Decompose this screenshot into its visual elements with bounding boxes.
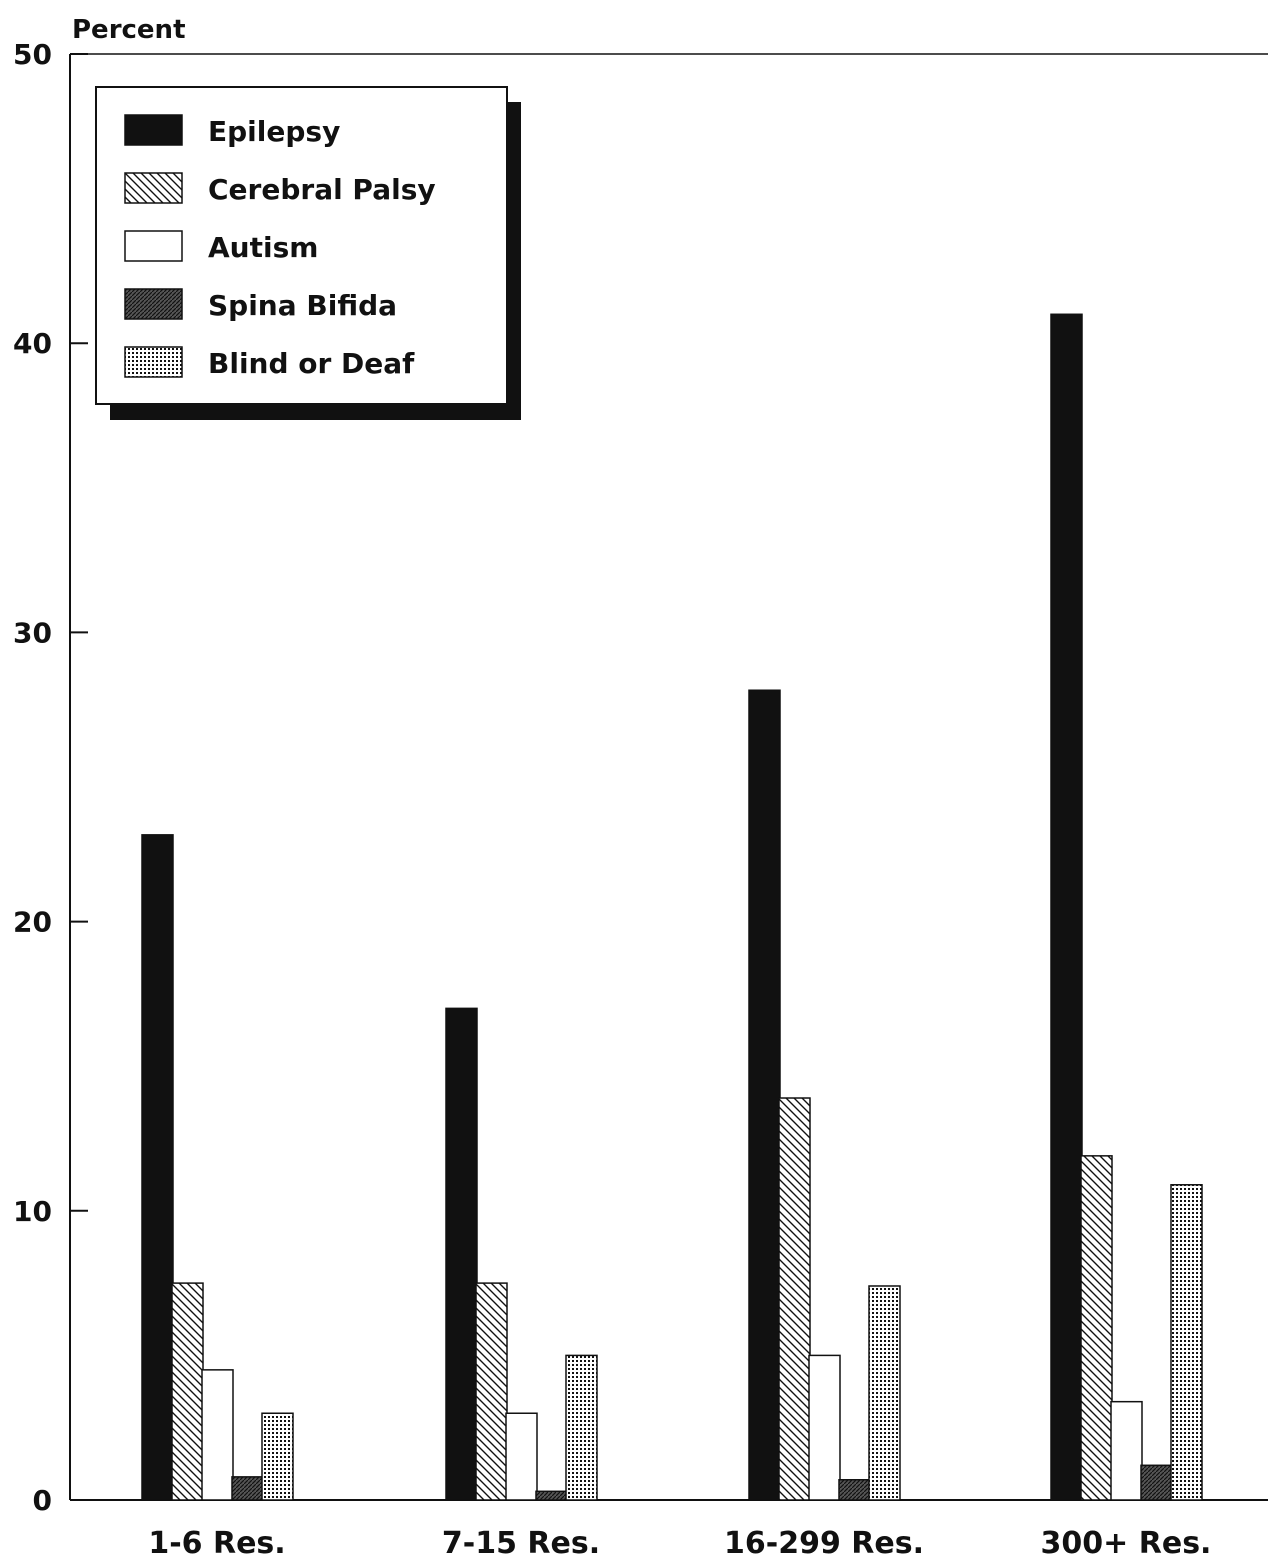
bars [141,313,1203,1501]
y-tick-label: 0 [33,1484,52,1517]
legend-item: Blind or Deaf [124,346,415,380]
y-axis-ticks: 0 10 20 30 40 50 [13,38,88,1517]
legend-label: Blind or Deaf [208,347,415,380]
legend-swatch [124,114,183,146]
y-tick-label: 10 [13,1195,52,1228]
y-tick-label: 20 [13,906,52,939]
bar-group [1050,313,1203,1501]
legend-swatch [124,172,183,204]
bar-group [141,834,294,1501]
legend-swatch [124,230,183,262]
legend-item: Autism [124,230,318,264]
x-tick-label: 7-15 Res. [442,1526,600,1561]
y-axis-label: Percent [72,15,186,45]
bar [838,1479,871,1501]
bar [1050,313,1083,1501]
legend-items: Epilepsy Cerebral Palsy Autism Spina Bifida… [124,114,436,380]
bar [475,1282,508,1501]
bar [261,1412,294,1501]
bar [808,1354,841,1501]
legend-label: Epilepsy [208,115,340,148]
legend-swatch [124,346,183,378]
y-tick-label: 40 [13,327,52,360]
bar [505,1412,538,1501]
bar [535,1490,568,1501]
bar [445,1007,478,1501]
legend-label: Cerebral Palsy [208,173,436,206]
legend-label: Autism [208,231,318,264]
bar-group [748,689,901,1501]
legend-item: Epilepsy [124,114,340,148]
legend-label: Spina Bifida [208,289,397,322]
legend: Epilepsy Cerebral Palsy Autism Spina Bifida… [95,86,521,420]
bar [778,1097,811,1501]
y-tick-label: 50 [13,38,52,71]
legend-item: Cerebral Palsy [124,172,436,206]
legend-swatch [124,288,183,320]
x-tick-label: 1-6 Res. [148,1526,285,1561]
x-tick-label: 300+ Res. [1041,1526,1212,1561]
bar [231,1476,264,1501]
bar [1110,1400,1143,1501]
bar-group [445,1007,598,1501]
bar [1140,1464,1173,1501]
bar [1080,1155,1113,1501]
legend-item: Spina Bifida [124,288,397,322]
bar [868,1285,901,1501]
bar [748,689,781,1501]
x-tick-label: 16-299 Res. [724,1526,924,1561]
bar [565,1354,598,1501]
y-tick-label: 30 [13,616,52,649]
bar [171,1282,204,1501]
bar [201,1369,234,1501]
x-axis-labels: 1-6 Res. 7-15 Res. 16-299 Res. 300+ Res. [148,1526,1211,1561]
bar [141,834,174,1501]
bar [1170,1184,1203,1501]
